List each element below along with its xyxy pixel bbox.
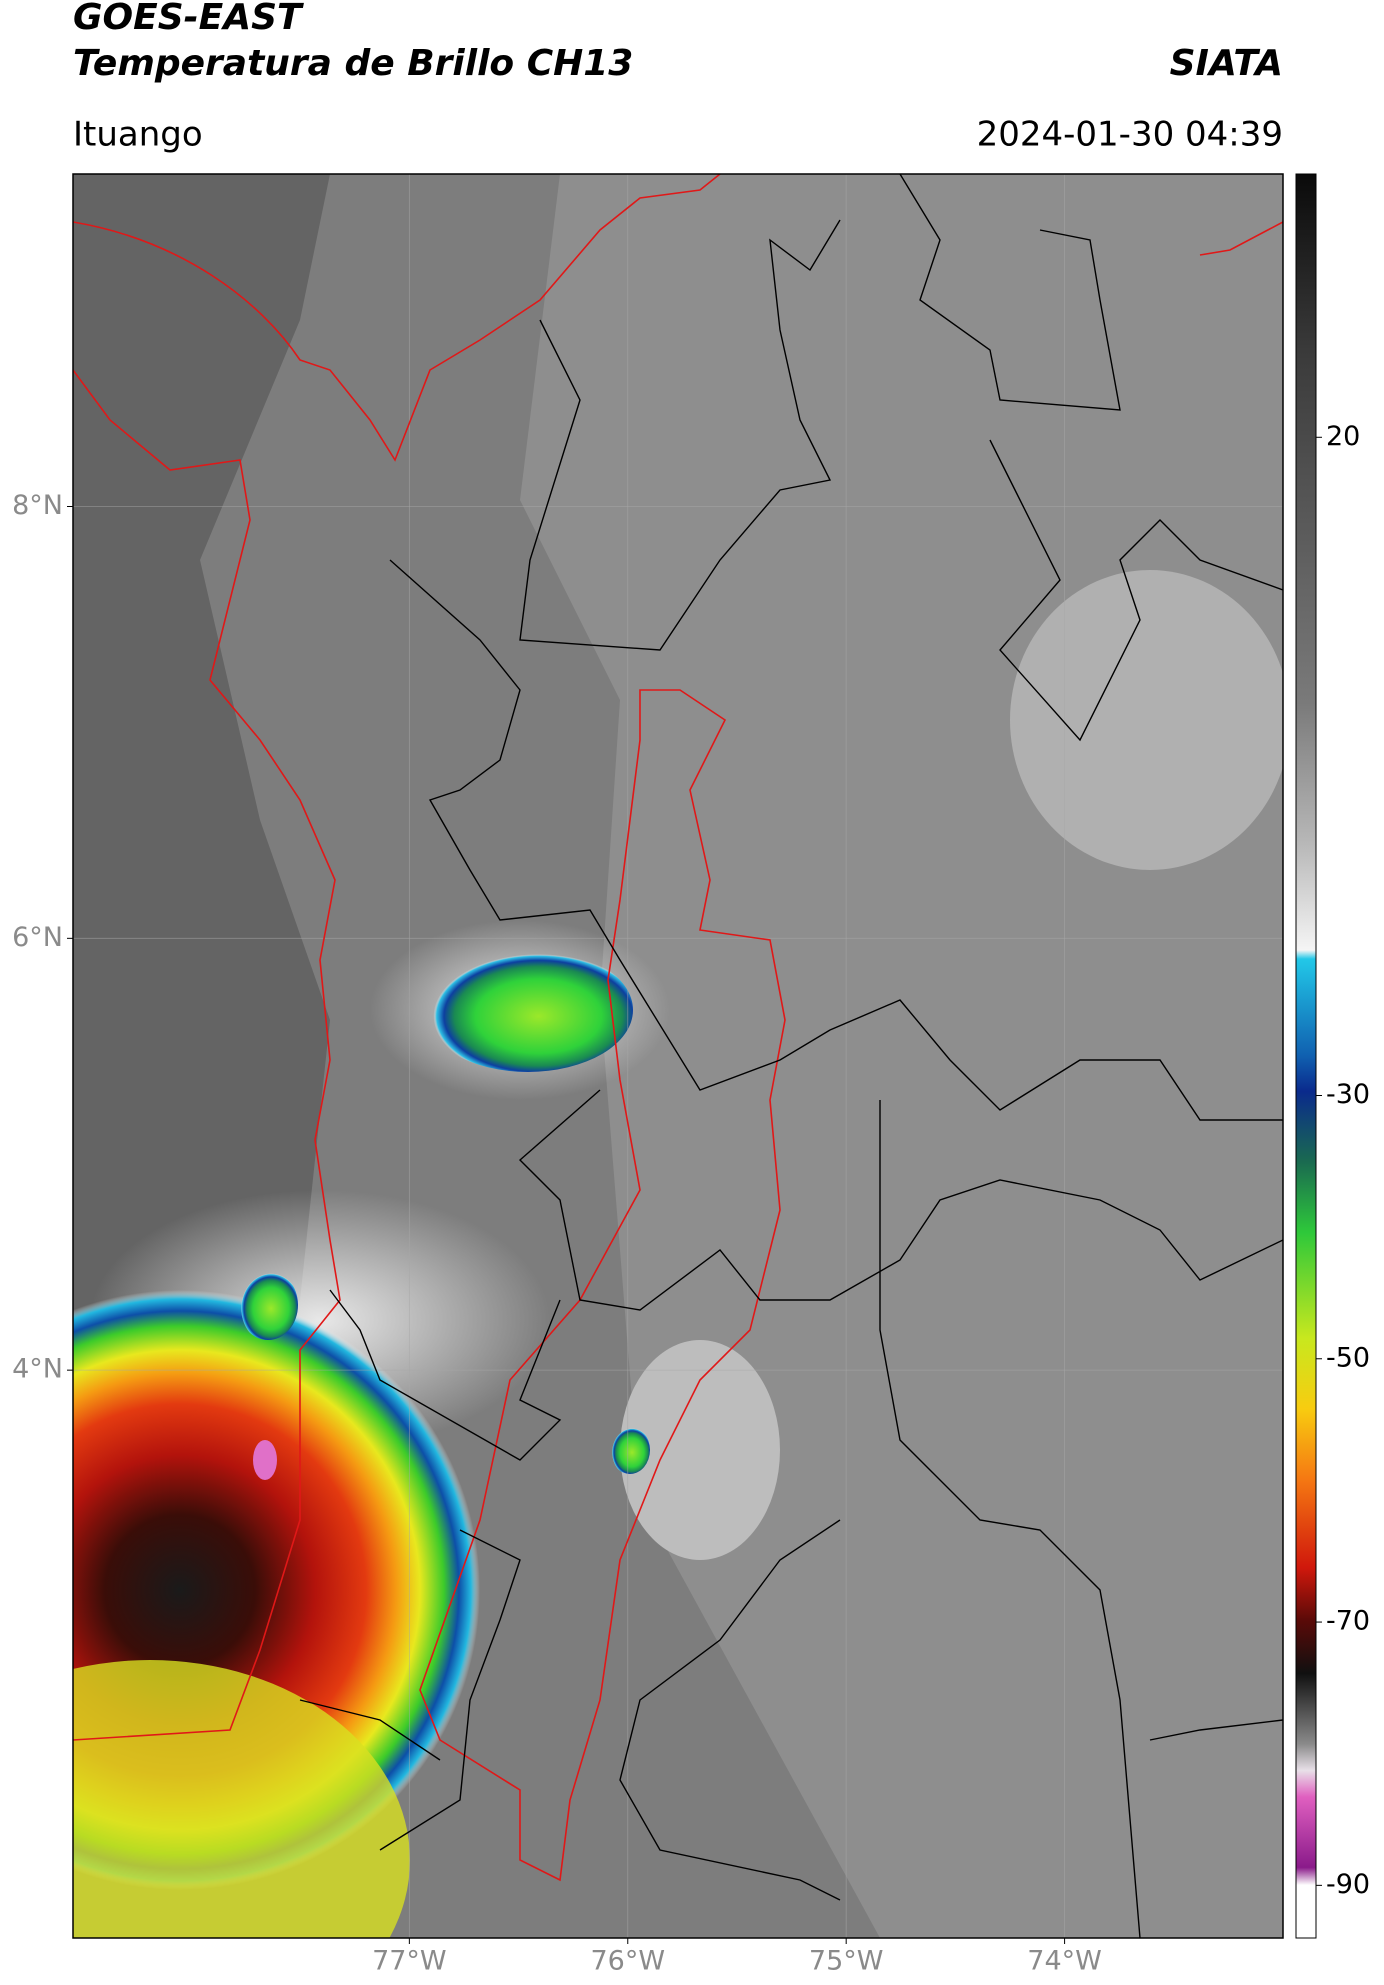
basin-outline (419, 689, 786, 1882)
light-area (1010, 570, 1283, 870)
region: Ituango (73, 115, 203, 155)
colorbar-tick-label: -30 (1326, 1079, 1370, 1110)
colorbar-tick-label: -70 (1326, 1606, 1370, 1637)
x-tick-label: 76°W (590, 1946, 665, 1977)
y-tick-label: 4°N (12, 1354, 63, 1385)
colorbar-tick-label: 20 (1326, 421, 1360, 452)
colorbar-tick-label: -90 (1326, 1869, 1370, 1900)
x-tick-label: 75°W (809, 1946, 884, 1977)
country-border (73, 174, 1283, 1741)
storm-cell (238, 1270, 298, 1340)
ocean (73, 174, 330, 1400)
colorbar-tick-label: -50 (1326, 1342, 1370, 1373)
light-area (620, 1340, 780, 1560)
subtitle: Temperatura de Brillo CH13 (73, 43, 633, 84)
department-border (299, 174, 1283, 1938)
x-tick-label: 77°W (372, 1946, 447, 1977)
storm-cell (610, 1426, 650, 1474)
graticule (73, 174, 1283, 1938)
y-tick-label: 8°N (12, 490, 63, 521)
colorbar (1295, 173, 1317, 1939)
datetime: 2024-01-30 04:39 (977, 115, 1283, 155)
title: GOES-EAST (73, 0, 304, 38)
map (73, 174, 1283, 1938)
source: SIATA (1170, 43, 1283, 84)
y-tick-label: 6°N (12, 922, 63, 953)
cloud-top (73, 1660, 410, 1938)
x-tick-label: 74°W (1027, 1946, 1102, 1977)
cold-top (253, 1440, 277, 1480)
map-frame (72, 173, 1284, 1939)
storm-cell (423, 948, 633, 1072)
